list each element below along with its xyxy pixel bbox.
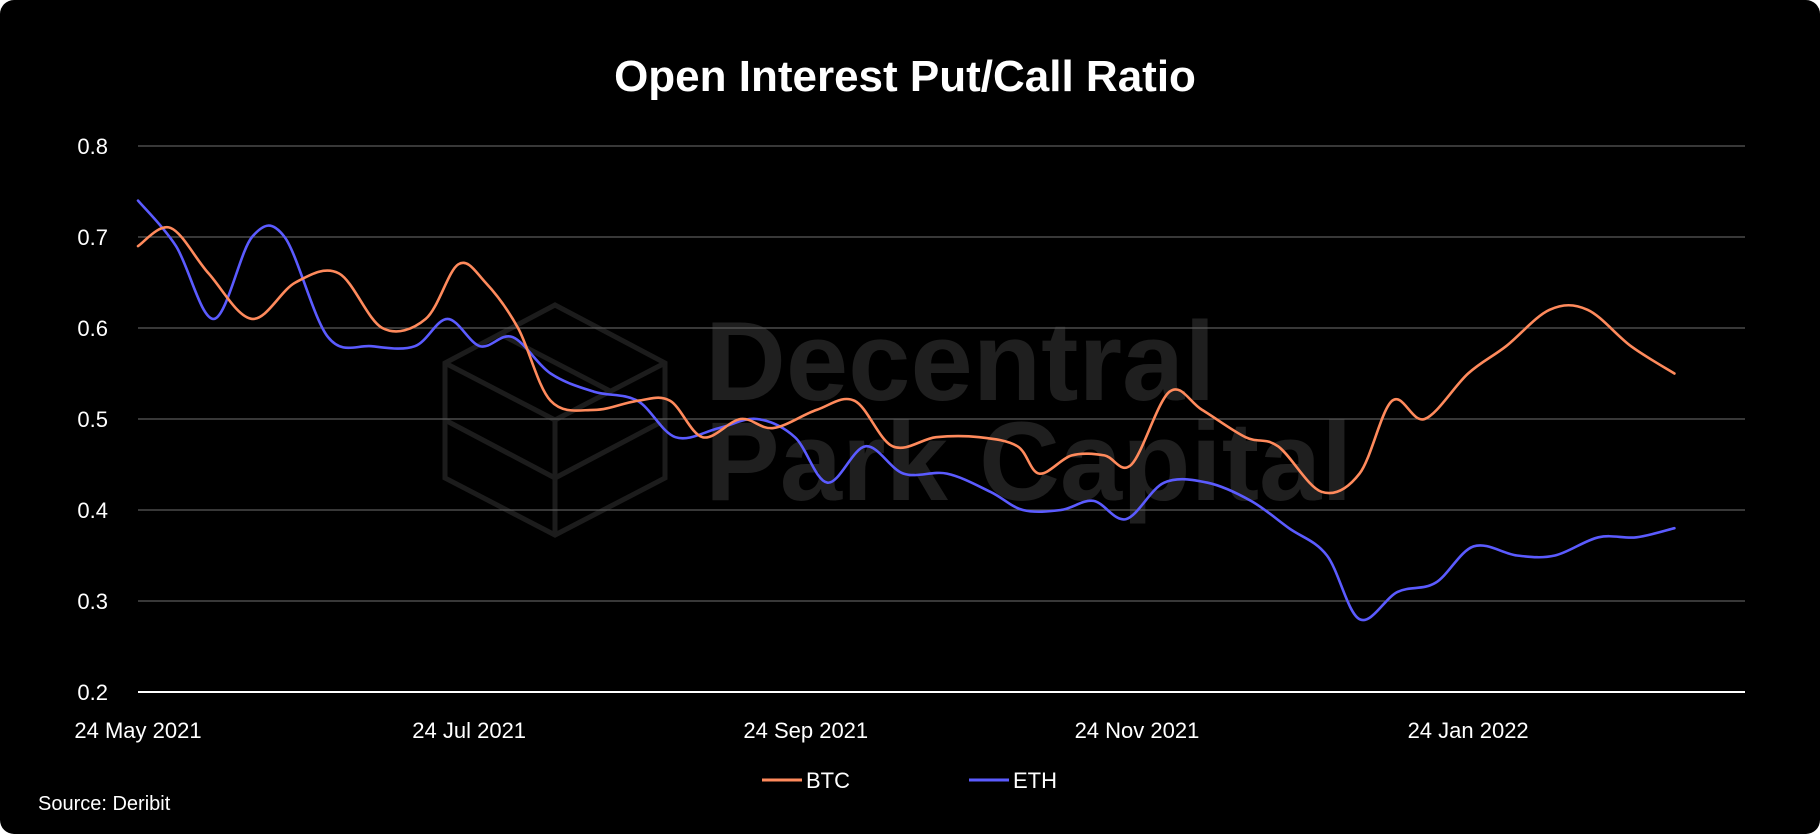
y-axis: 0.2 0.3 0.4 0.5 0.6 0.7 0.8 bbox=[77, 134, 108, 705]
x-axis: 24 May 2021 24 Jul 2021 24 Sep 2021 24 Nov … bbox=[74, 718, 1528, 743]
y-tick-label: 0.5 bbox=[77, 407, 108, 432]
series-lines bbox=[136, 199, 1676, 622]
watermark-line1: Decentral bbox=[705, 299, 1215, 424]
chart-title: Open Interest Put/Call Ratio bbox=[614, 52, 1196, 101]
legend-item-eth: ETH bbox=[969, 768, 1057, 793]
y-tick-label: 0.4 bbox=[77, 498, 108, 523]
x-tick-label: 24 Sep 2021 bbox=[743, 718, 868, 743]
source-note: Source: Deribit bbox=[38, 793, 171, 815]
y-tick-label: 0.8 bbox=[77, 134, 108, 159]
y-tick-label: 0.3 bbox=[77, 589, 108, 614]
x-tick-label: 24 Nov 2021 bbox=[1075, 718, 1200, 743]
watermark: Decentral Park Capital bbox=[442, 299, 1352, 538]
x-tick-label: 24 Jul 2021 bbox=[412, 718, 526, 743]
x-tick-label: 24 Jan 2022 bbox=[1408, 718, 1529, 743]
series-line-btc bbox=[136, 225, 1676, 495]
y-tick-label: 0.2 bbox=[77, 680, 108, 705]
x-tick-label: 24 May 2021 bbox=[74, 718, 201, 743]
watermark-cube-icon bbox=[442, 302, 668, 538]
y-tick-label: 0.7 bbox=[77, 225, 108, 250]
legend-label-btc: BTC bbox=[806, 768, 850, 793]
y-tick-label: 0.6 bbox=[77, 316, 108, 341]
legend-label-eth: ETH bbox=[1013, 768, 1057, 793]
legend: BTC ETH bbox=[762, 768, 1057, 793]
series-line-eth bbox=[136, 199, 1676, 622]
legend-item-btc: BTC bbox=[762, 768, 850, 793]
grid bbox=[138, 145, 1745, 693]
